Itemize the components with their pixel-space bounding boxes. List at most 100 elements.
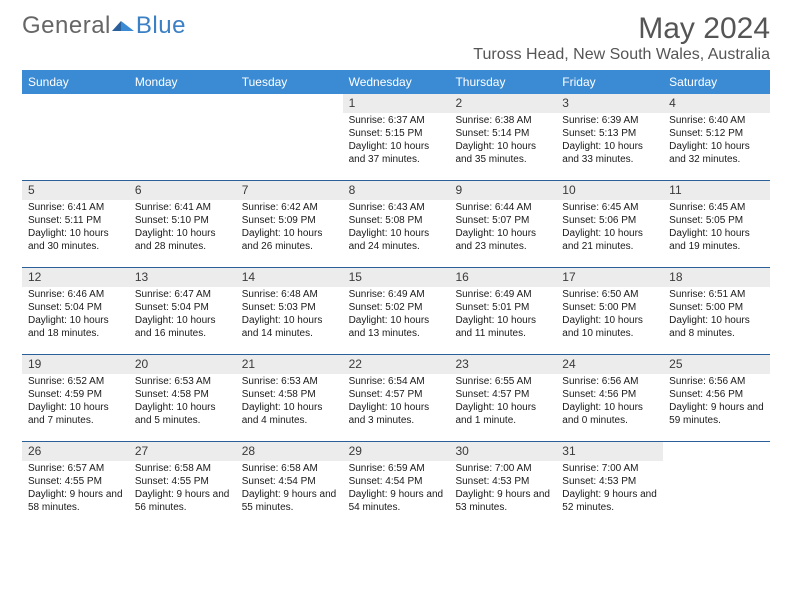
calendar-day: 25Sunrise: 6:56 AMSunset: 4:56 PMDayligh… [663, 355, 770, 441]
day-content: Sunrise: 6:45 AMSunset: 5:06 PMDaylight:… [556, 202, 663, 253]
dow-cell: Friday [556, 70, 663, 94]
daylight-line: Daylight: 10 hours and 30 minutes. [28, 228, 125, 254]
daylight-line: Daylight: 9 hours and 53 minutes. [455, 489, 552, 515]
sunrise-line: Sunrise: 6:53 AM [135, 376, 232, 389]
day-number: 4 [663, 94, 770, 113]
day-number: 3 [556, 94, 663, 113]
day-number: 14 [236, 268, 343, 287]
calendar-day: 29 Sunrise: 6:59 AMSunset: 4:54 PMDayligh… [343, 442, 450, 528]
sunrise-line: Sunrise: 6:40 AM [669, 115, 766, 128]
calendar-day: 6Sunrise: 6:41 AMSunset: 5:10 PMDaylight… [129, 181, 236, 267]
daylight-line: Daylight: 10 hours and 33 minutes. [562, 141, 659, 167]
daylight-line: Daylight: 9 hours and 55 minutes. [242, 489, 339, 515]
calendar-week: 5 Sunrise: 6:41 AMSunset: 5:11 PMDaylight… [22, 181, 770, 268]
calendar-day-empty [22, 94, 129, 180]
day-content: Sunrise: 6:41 AMSunset: 5:10 PMDaylight:… [129, 202, 236, 253]
day-number: 5 [22, 181, 129, 200]
sunset-line: Sunset: 5:13 PM [562, 128, 659, 141]
sunrise-line: Sunrise: 6:51 AM [669, 289, 766, 302]
logo-icon [112, 12, 134, 40]
sunrise-line: Sunrise: 6:48 AM [242, 289, 339, 302]
sunset-line: Sunset: 4:56 PM [562, 389, 659, 402]
day-number: 13 [129, 268, 236, 287]
day-content: Sunrise: 6:45 AMSunset: 5:05 PMDaylight:… [663, 202, 770, 253]
daylight-line: Daylight: 10 hours and 18 minutes. [28, 315, 125, 341]
day-content: Sunrise: 6:43 AMSunset: 5:08 PMDaylight:… [343, 202, 450, 253]
daylight-line: Daylight: 10 hours and 4 minutes. [242, 402, 339, 428]
sunset-line: Sunset: 5:11 PM [28, 215, 125, 228]
calendar-day: 14Sunrise: 6:48 AMSunset: 5:03 PMDayligh… [236, 268, 343, 354]
day-content: Sunrise: 6:56 AMSunset: 4:56 PMDaylight:… [663, 376, 770, 427]
daylight-line: Daylight: 10 hours and 28 minutes. [135, 228, 232, 254]
day-number: 28 [236, 442, 343, 461]
calendar-day: 3Sunrise: 6:39 AMSunset: 5:13 PMDaylight… [556, 94, 663, 180]
calendar-day: 4Sunrise: 6:40 AMSunset: 5:12 PMDaylight… [663, 94, 770, 180]
sunset-line: Sunset: 4:58 PM [135, 389, 232, 402]
sunrise-line: Sunrise: 6:38 AM [455, 115, 552, 128]
day-number: 9 [449, 181, 556, 200]
calendar-day-empty [129, 94, 236, 180]
dow-cell: Tuesday [236, 70, 343, 94]
day-number: 12 [22, 268, 129, 287]
calendar-day: 27Sunrise: 6:58 AMSunset: 4:55 PMDayligh… [129, 442, 236, 528]
day-content: Sunrise: 7:00 AMSunset: 4:53 PMDaylight:… [556, 463, 663, 514]
sunset-line: Sunset: 5:02 PM [349, 302, 446, 315]
sunrise-line: Sunrise: 6:55 AM [455, 376, 552, 389]
day-content: Sunrise: 6:55 AMSunset: 4:57 PMDaylight:… [449, 376, 556, 427]
sunset-line: Sunset: 4:59 PM [28, 389, 125, 402]
sunset-line: Sunset: 5:00 PM [669, 302, 766, 315]
calendar-day: 10Sunrise: 6:45 AMSunset: 5:06 PMDayligh… [556, 181, 663, 267]
day-number: 18 [663, 268, 770, 287]
calendar-day-empty [663, 442, 770, 528]
day-content: Sunrise: 6:58 AMSunset: 4:55 PMDaylight:… [129, 463, 236, 514]
day-content: Sunrise: 6:44 AMSunset: 5:07 PMDaylight:… [449, 202, 556, 253]
day-number: 30 [449, 442, 556, 461]
calendar-day: 18Sunrise: 6:51 AMSunset: 5:00 PMDayligh… [663, 268, 770, 354]
day-number: 15 [343, 268, 450, 287]
month-title: May 2024 [473, 12, 770, 46]
calendar-day: 11 Sunrise: 6:45 AMSunset: 5:05 PMDayligh… [663, 181, 770, 267]
day-content: Sunrise: 6:41 AMSunset: 5:11 PMDaylight:… [22, 202, 129, 253]
sunrise-line: Sunrise: 6:44 AM [455, 202, 552, 215]
day-number: 29 [343, 442, 450, 461]
day-number: 24 [556, 355, 663, 374]
sunrise-line: Sunrise: 6:43 AM [349, 202, 446, 215]
sunset-line: Sunset: 4:56 PM [669, 389, 766, 402]
sunrise-line: Sunrise: 6:45 AM [669, 202, 766, 215]
daylight-line: Daylight: 10 hours and 37 minutes. [349, 141, 446, 167]
day-content: Sunrise: 6:56 AMSunset: 4:56 PMDaylight:… [556, 376, 663, 427]
day-content: Sunrise: 6:53 AMSunset: 4:58 PMDaylight:… [129, 376, 236, 427]
day-content: Sunrise: 6:49 AMSunset: 5:01 PMDaylight:… [449, 289, 556, 340]
day-number: 16 [449, 268, 556, 287]
sunrise-line: Sunrise: 6:59 AM [349, 463, 446, 476]
daylight-line: Daylight: 10 hours and 13 minutes. [349, 315, 446, 341]
calendar-day: 28Sunrise: 6:58 AMSunset: 4:54 PMDayligh… [236, 442, 343, 528]
calendar-day: 12Sunrise: 6:46 AMSunset: 5:04 PMDayligh… [22, 268, 129, 354]
daylight-line: Daylight: 9 hours and 58 minutes. [28, 489, 125, 515]
day-number: 8 [343, 181, 450, 200]
calendar-day: 26Sunrise: 6:57 AMSunset: 4:55 PMDayligh… [22, 442, 129, 528]
calendar-day: 8 Sunrise: 6:43 AMSunset: 5:08 PMDaylight… [343, 181, 450, 267]
sunset-line: Sunset: 5:08 PM [349, 215, 446, 228]
sunset-line: Sunset: 5:15 PM [349, 128, 446, 141]
daylight-line: Daylight: 10 hours and 14 minutes. [242, 315, 339, 341]
header: General Blue May 2024 Tuross Head, New S… [22, 12, 770, 64]
day-content: Sunrise: 6:59 AMSunset: 4:54 PMDaylight:… [343, 463, 450, 514]
day-of-week-header: SundayMondayTuesdayWednesdayThursdayFrid… [22, 70, 770, 94]
sunset-line: Sunset: 4:54 PM [242, 476, 339, 489]
calendar-day: 9 Sunrise: 6:44 AMSunset: 5:07 PMDaylight… [449, 181, 556, 267]
sunrise-line: Sunrise: 6:42 AM [242, 202, 339, 215]
sunset-line: Sunset: 5:06 PM [562, 215, 659, 228]
sunrise-line: Sunrise: 6:53 AM [242, 376, 339, 389]
sunrise-line: Sunrise: 6:52 AM [28, 376, 125, 389]
day-content: Sunrise: 7:00 AMSunset: 4:53 PMDaylight:… [449, 463, 556, 514]
calendar-day: 20Sunrise: 6:53 AMSunset: 4:58 PMDayligh… [129, 355, 236, 441]
calendar-week: 26Sunrise: 6:57 AMSunset: 4:55 PMDayligh… [22, 442, 770, 528]
logo: General Blue [22, 12, 186, 40]
sunset-line: Sunset: 4:55 PM [28, 476, 125, 489]
sunset-line: Sunset: 4:57 PM [455, 389, 552, 402]
day-content: Sunrise: 6:37 AMSunset: 5:15 PMDaylight:… [343, 115, 450, 166]
day-content: Sunrise: 6:52 AMSunset: 4:59 PMDaylight:… [22, 376, 129, 427]
day-number: 11 [663, 181, 770, 200]
daylight-line: Daylight: 10 hours and 11 minutes. [455, 315, 552, 341]
